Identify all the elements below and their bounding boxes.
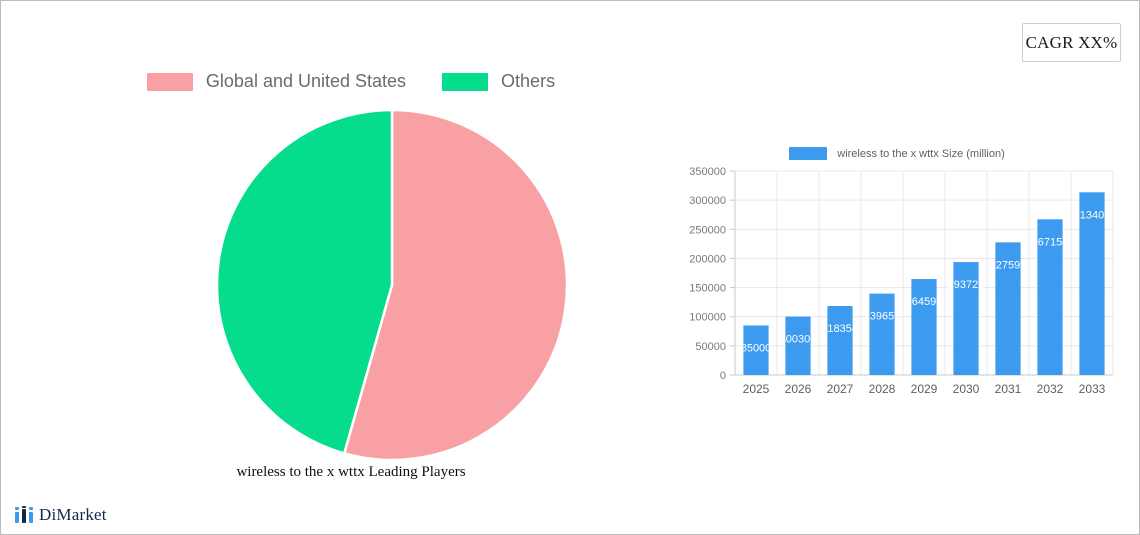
- cagr-badge: CAGR XX%: [1022, 23, 1121, 62]
- bar-column: [911, 279, 937, 375]
- pie-svg: [216, 109, 568, 461]
- pie-chart-panel: Global and United States Others wireless…: [41, 61, 661, 501]
- pie-graphic: [216, 109, 568, 461]
- bar-plot-svg: 0 50000 100000 150000 200000 250000 300000 3500…: [689, 166, 1114, 396]
- x-axis-category-label: 2028: [869, 382, 896, 396]
- bar-column: [743, 325, 769, 375]
- bar-column: [953, 262, 979, 375]
- y-axis-tick-label: 300000: [689, 195, 726, 207]
- x-axis-category-label: 2029: [911, 382, 938, 396]
- x-axis-category-label: 2025: [743, 382, 770, 396]
- pie-legend-item-0: Global and United States: [146, 71, 407, 92]
- y-axis-tick-label: 0: [720, 370, 726, 382]
- bar-value-label: 139657: [864, 311, 901, 323]
- y-axis-tick-label: 150000: [689, 283, 726, 295]
- bar-column: [995, 242, 1021, 375]
- pie-slice: [342, 109, 568, 461]
- y-axis-tick-label: 350000: [689, 166, 726, 178]
- y-axis-tick-label: 250000: [689, 224, 726, 236]
- x-axis-category-label: 2031: [995, 382, 1022, 396]
- bar-legend: wireless to the x wttx Size (million): [673, 147, 1121, 160]
- x-axis-category-label: 2030: [953, 382, 980, 396]
- pie-legend-swatch-primary: [146, 72, 193, 91]
- x-axis-category-label: 2032: [1037, 382, 1064, 396]
- bar-chart-panel: wireless to the x wttx Size (million) 0 5…: [673, 141, 1121, 411]
- pie-chart-caption: wireless to the x wttx Leading Players: [236, 464, 466, 480]
- bar-plot-area: 0 50000 100000 150000 200000 250000 300000 3500…: [673, 165, 1121, 411]
- bar-column: [785, 316, 811, 375]
- bar-legend-label: wireless to the x wttx Size (million): [837, 147, 1005, 160]
- bar-column: [1037, 219, 1063, 375]
- pie-slice: [216, 109, 394, 455]
- bar-value-label: 193722: [948, 279, 985, 291]
- bar-value-label: 118354: [822, 323, 858, 335]
- bar-value-label: 313406: [1074, 209, 1111, 221]
- bar-chart-logo-icon: [15, 506, 33, 523]
- bar-value-label: 267158: [1032, 236, 1069, 248]
- pie-legend-label-secondary: Others: [501, 71, 556, 91]
- pie-legend-swatch-secondary: [442, 72, 489, 91]
- bar-column: [827, 306, 853, 375]
- bar-value-label: 164595: [906, 296, 943, 308]
- bar-column: [1079, 192, 1105, 375]
- x-axis-category-label: 2026: [785, 382, 812, 396]
- bar-value-label: 227592: [990, 259, 1027, 271]
- bar-legend-swatch: [789, 147, 828, 160]
- brand-logo: DiMarket: [15, 506, 107, 523]
- x-axis-category-label: 2027: [827, 382, 854, 396]
- bar-value-label: 100300: [780, 334, 817, 346]
- pie-legend-item-1: Others: [442, 71, 555, 92]
- pie-legend: Global and United States Others: [41, 71, 661, 92]
- bar-value-label: 85000: [741, 342, 772, 354]
- bar-column: [869, 293, 895, 375]
- x-axis-category-label: 2033: [1079, 382, 1106, 396]
- y-axis-tick-label: 50000: [695, 341, 726, 353]
- y-axis-tick-label: 100000: [689, 312, 726, 324]
- pie-legend-label-primary: Global and United States: [205, 71, 407, 91]
- brand-name: DiMarket: [39, 505, 107, 524]
- y-axis-tick-label: 200000: [689, 253, 726, 265]
